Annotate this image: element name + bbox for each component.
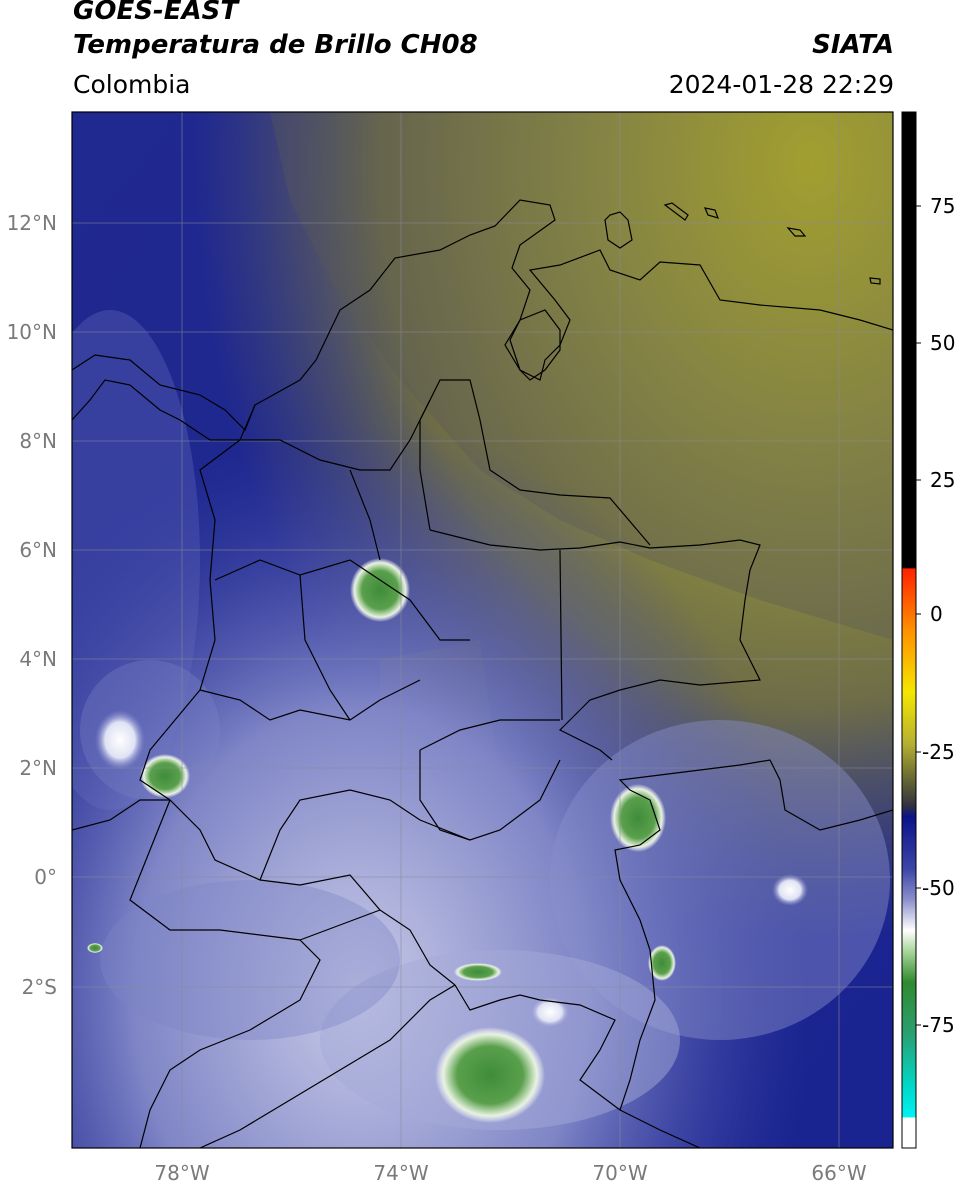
map-frame <box>71 111 894 1149</box>
satellite-title: GOES-EAST <box>73 0 239 26</box>
lat-label-2s: 2°S <box>22 975 57 999</box>
lon-label-70w: 70°W <box>592 1161 647 1185</box>
lat-label-4n: 4°N <box>19 647 57 671</box>
graticule <box>72 112 893 1148</box>
colorbar: 75 50 25 0 -25 -50 -75 <box>901 111 955 1149</box>
colorbar-tick-75: 75 <box>930 194 955 218</box>
colorbar-tick-25: 25 <box>930 468 955 492</box>
lon-label-74w: 74°W <box>373 1161 428 1185</box>
region-label: Colombia <box>73 70 191 99</box>
colorbar-scale <box>901 111 917 1149</box>
agency-label: SIATA <box>812 30 894 60</box>
longitude-labels: 78°W 74°W 70°W 66°W <box>154 1161 866 1185</box>
colorbar-tick-minus50: -50 <box>922 876 955 900</box>
colorbar-tick-50: 50 <box>930 331 955 355</box>
timestamp-label: 2024-01-28 22:29 <box>668 70 894 99</box>
lat-label-8n: 8°N <box>19 429 57 453</box>
colorbar-tick-minus75: -75 <box>922 1013 955 1037</box>
latitude-labels: 12°N 10°N 8°N 6°N 4°N 2°N 0° 2°S <box>7 211 57 999</box>
lon-label-66w: 66°W <box>811 1161 866 1185</box>
colorbar-tick-0: 0 <box>930 602 943 626</box>
product-title: Temperatura de Brillo CH08 <box>73 30 478 60</box>
lat-label-10n: 10°N <box>7 320 57 344</box>
lon-label-78w: 78°W <box>154 1161 209 1185</box>
colorbar-tick-minus25: -25 <box>922 740 955 764</box>
lat-label-6n: 6°N <box>19 538 57 562</box>
satellite-image <box>72 112 893 1148</box>
lat-label-12n: 12°N <box>7 211 57 235</box>
lat-label-0: 0° <box>34 865 57 889</box>
lat-label-2n: 2°N <box>19 756 57 780</box>
borders <box>72 199 893 1148</box>
